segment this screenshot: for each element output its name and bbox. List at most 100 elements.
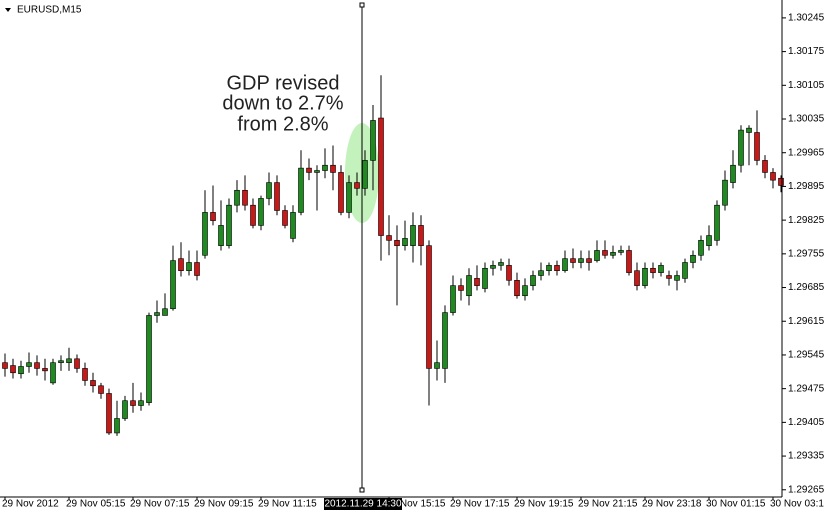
candle-body — [530, 275, 536, 286]
candle-body — [338, 172, 344, 213]
candle-body — [26, 362, 32, 367]
y-tick-label: 1.30245 — [788, 13, 824, 24]
x-tick-label: 29 Nov 07:15 — [130, 499, 190, 510]
y-tick-label: 1.30175 — [788, 46, 824, 57]
candle-body — [562, 258, 568, 271]
x-tick-label: 30 Nov 01:15 — [706, 499, 766, 510]
candle-body — [234, 189, 240, 206]
candle-body — [586, 258, 592, 263]
candle-body — [362, 160, 368, 189]
candle-body — [458, 285, 464, 291]
crosshair-handle — [359, 2, 365, 8]
candle-body — [698, 240, 704, 256]
candle-body — [82, 368, 88, 381]
y-tick-label: 1.29475 — [788, 383, 824, 394]
candle-body — [346, 182, 352, 213]
candle-body — [34, 362, 40, 369]
candle-body — [762, 160, 768, 173]
candle-body — [274, 182, 280, 211]
x-tick-label: 29 Nov 15:15 — [386, 499, 446, 510]
menu-arrow[interactable] — [5, 8, 11, 12]
crosshair-label-bg — [324, 498, 402, 510]
candle-body — [226, 204, 232, 246]
candle-body — [402, 238, 408, 246]
candle-body — [506, 265, 512, 281]
candle-body — [98, 385, 104, 394]
candle-body — [730, 164, 736, 183]
candle-body — [18, 366, 24, 375]
candle-body — [642, 267, 648, 286]
candle-body — [690, 254, 696, 263]
candle-body — [50, 362, 56, 384]
candle-body — [626, 250, 632, 273]
y-tick-label: 1.29825 — [788, 215, 824, 226]
candle-body — [658, 265, 664, 273]
candle-body — [722, 179, 728, 206]
candle-body — [490, 265, 496, 269]
candle-body — [386, 235, 392, 241]
y-tick-label: 1.29965 — [788, 147, 824, 158]
candle-body — [330, 164, 336, 173]
candle-body — [266, 182, 272, 199]
candle-body — [66, 358, 72, 363]
candle-body — [714, 204, 720, 241]
y-tick-label: 1.29545 — [788, 350, 824, 361]
candle-body — [114, 418, 120, 434]
candle-body — [194, 262, 200, 276]
candle-body — [242, 189, 248, 206]
candle-body — [218, 225, 224, 246]
candle-body — [106, 393, 112, 434]
candle-body — [130, 400, 136, 406]
y-tick-label: 1.29895 — [788, 181, 824, 192]
candle-body — [314, 170, 320, 173]
candle-body — [282, 210, 288, 226]
annotation: from 2.8% — [237, 113, 328, 135]
candle-body — [594, 250, 600, 261]
candle-body — [666, 275, 672, 279]
candle-body — [706, 235, 712, 246]
candle-body — [754, 132, 760, 161]
candle-body — [418, 225, 424, 246]
y-tick-label: 1.29335 — [788, 451, 824, 462]
candle-body — [610, 252, 616, 256]
x-tick-label: 29 Nov 19:15 — [514, 499, 574, 510]
candle-body — [770, 172, 776, 181]
candle-body — [442, 312, 448, 369]
candle-body — [290, 212, 296, 239]
y-tick-label: 1.29755 — [788, 248, 824, 259]
crosshair-label: 2012.11.29 14:30 — [324, 499, 402, 510]
candle-body — [682, 262, 688, 279]
candle-body — [746, 127, 752, 133]
y-tick-label: 1.29685 — [788, 282, 824, 293]
candle-body — [546, 265, 552, 271]
plot — [2, 75, 784, 436]
candle-body — [538, 270, 544, 276]
candle-body — [482, 267, 488, 289]
candle-body — [74, 358, 80, 369]
x-tick-label: 30 Nov 03:15 — [770, 499, 824, 510]
candle-body — [378, 117, 384, 236]
candle-body — [154, 312, 160, 316]
candle-body — [674, 275, 680, 281]
x-tick-label: 29 Nov 2012 — [2, 499, 59, 510]
candle-body — [554, 265, 560, 271]
x-tick-label: 29 Nov 05:15 — [66, 499, 126, 510]
candle-body — [778, 177, 784, 186]
candle-body — [474, 278, 480, 286]
candle-body — [170, 260, 176, 310]
candle-body — [250, 204, 256, 226]
candle-body — [306, 167, 312, 173]
candle-body — [90, 380, 96, 387]
candle-body — [634, 270, 640, 286]
x-tick-label: 29 Nov 21:15 — [578, 499, 638, 510]
candle-body — [618, 250, 624, 253]
candle-body — [514, 280, 520, 297]
annotation: GDP revised — [226, 72, 339, 94]
candle-body — [434, 362, 440, 369]
candle-body — [354, 182, 360, 189]
candle-body — [426, 245, 432, 369]
candle-body — [122, 400, 128, 419]
candle-body — [578, 258, 584, 263]
candle-body — [10, 365, 16, 374]
